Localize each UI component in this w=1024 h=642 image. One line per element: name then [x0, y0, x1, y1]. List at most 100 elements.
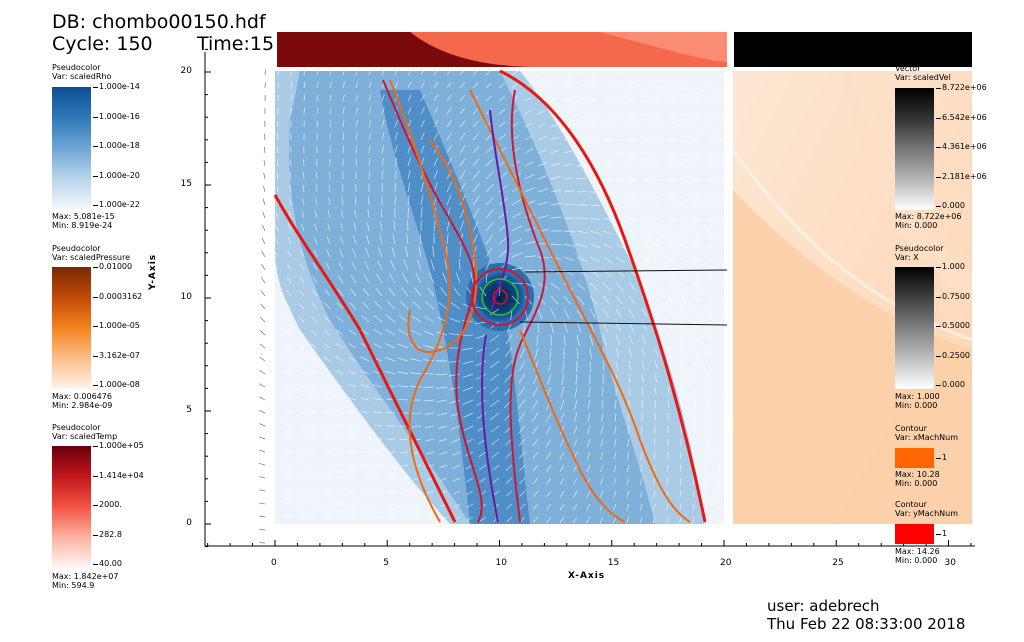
x-axis-label: X-Axis	[568, 571, 606, 581]
colorbar-tick-label: 1.000e+05	[93, 441, 144, 450]
colorbar-tick-label: 1.000e-20	[93, 170, 140, 180]
colorbar-tick-label: 0.0003162	[92, 291, 143, 301]
database-name: DB: chombo00150.hdf	[52, 11, 266, 33]
contour-swatch-ymachnum	[895, 524, 934, 544]
colorbar-x	[895, 267, 934, 389]
contour-lines	[273, 69, 728, 523]
legend-var: Var: xMachNum	[895, 433, 958, 442]
x-tick-label: 20	[720, 558, 732, 568]
ymachnum-contour-outer	[273, 194, 457, 523]
axes-frame	[204, 48, 975, 548]
legend-title: Pseudocolor	[52, 423, 101, 432]
colorbar-tick-label: 0.000	[936, 380, 965, 389]
core-ring-green	[481, 278, 519, 316]
colorbar-scaledtemp	[52, 446, 91, 568]
purple-contour-b	[481, 334, 499, 523]
density-domain	[275, 71, 724, 524]
contour-level-xmachnum: 1	[935, 453, 948, 462]
legend-min: Min: 8.919e-24	[52, 221, 113, 230]
x-axis-ticks	[207, 540, 972, 546]
x-tick-label: 10	[495, 558, 507, 568]
top-temperature-strip	[277, 32, 972, 67]
legend-min: Min: 0.000	[895, 221, 938, 230]
y-axis-label: Y-Axis	[148, 253, 158, 290]
legend-scaledvel-range: Max: 8.722e+06 Min: 0.000	[895, 212, 961, 230]
legend-min: Min: 0.000	[895, 479, 938, 488]
colorbar-tick-label: 40.00	[93, 559, 122, 568]
right-domain-pseudocolor	[733, 71, 972, 524]
user-label: user: adebrech	[767, 597, 880, 615]
legend-scaledpressure-range: Max: 0.006476 Min: 2.984e-09	[52, 392, 112, 410]
legend-title: Contour	[895, 500, 927, 509]
colorbar-scaledrho	[52, 87, 91, 209]
colorbar-tick-label: 6.542e+06	[936, 112, 987, 122]
core-ring-inner	[492, 289, 508, 305]
time-label: Time:15	[197, 33, 275, 55]
colorbar-tick-label: 3.162e-07	[93, 350, 140, 360]
contour-swatch-xmachnum	[895, 448, 934, 468]
legend-max: Max: 5.081e-15	[52, 212, 115, 221]
colorbar-tick-label: 8.722e+06	[936, 83, 987, 92]
xmachnum-contour-d	[519, 329, 626, 523]
y-tick-label: 5	[186, 405, 192, 415]
legend-var: Var: scaledVel	[895, 73, 951, 82]
date-label: Thu Feb 22 08:33:00 2018	[767, 615, 966, 633]
xmachnum-contour-b	[389, 79, 451, 523]
legend-scaledtemp: Pseudocolor Var: scaledTemp	[52, 423, 117, 441]
colorbar-tick-label: 0.7500	[936, 291, 970, 301]
legend-var: Var: yMachNum	[895, 509, 958, 518]
x-tick-label: 5	[383, 558, 389, 568]
legend-ymachnum-range: Max: 14.26 Min: 0.000	[895, 547, 940, 565]
x-tick-label: 30	[944, 558, 956, 568]
ymachnum-contour-boundary	[499, 69, 707, 523]
legend-scaledvel: Vector Var: scaledVel	[895, 64, 951, 82]
colorbar-tick-label: 1.000e-14	[93, 82, 140, 91]
legend-ymachnum: Contour Var: yMachNum	[895, 500, 958, 518]
y-axis-ticks	[205, 48, 211, 548]
colorbar-scaledvel	[895, 88, 934, 210]
legend-min: Min: 2.984e-09	[52, 401, 113, 410]
colorbar-tick-label: 2000.	[93, 500, 122, 509]
legend-scaledpressure: Pseudocolor Var: scaledPressure	[52, 244, 130, 262]
legend-max: Max: 1.842e+07	[52, 572, 119, 581]
legend-max: Max: 8.722e+06	[895, 212, 962, 221]
legend-x-range: Max: 1.000 Min: 0.000	[895, 392, 940, 410]
y-tick-label: 15	[180, 179, 192, 189]
legend-max: Max: 10.28	[895, 470, 940, 479]
cycle-label: Cycle: 150	[52, 33, 153, 55]
x-tick-label: 15	[607, 558, 620, 568]
colorbar-tick-label: 4.361e+06	[936, 142, 987, 151]
colorbar-tick-label: 1.000e-16	[93, 111, 140, 121]
colorbar-tick-label: 1.000e-05	[93, 321, 140, 330]
shock-line-upper	[524, 269, 728, 273]
legend-min: Min: 0.000	[895, 401, 938, 410]
colorbar-tick-label: 2.181e+06	[936, 171, 987, 181]
legend-var: Var: scaledPressure	[52, 253, 130, 262]
legend-var: Var: scaledTemp	[52, 432, 118, 441]
legend-var: Var: X	[895, 253, 919, 262]
colorbar-tick-label: 1.000e-08	[93, 380, 140, 389]
legend-title: Pseudocolor	[895, 244, 944, 253]
legend-xmachnum-range: Max: 10.28 Min: 0.000	[895, 470, 940, 488]
core-ring-red	[471, 268, 529, 326]
legend-max: Max: 14.26	[895, 547, 940, 556]
y-tick-label: 20	[180, 66, 192, 76]
colorbar-tick-label: 1.414e+04	[93, 470, 144, 480]
legend-scaledrho-range: Max: 5.081e-15 Min: 8.919e-24	[52, 212, 115, 230]
colorbar-tick-label: 1.000	[936, 262, 965, 271]
y-tick-label: 10	[180, 292, 192, 302]
legend-xmachnum: Contour Var: xMachNum	[895, 424, 958, 442]
colorbar-tick-label: 1.000e-22	[93, 200, 140, 209]
legend-title: Pseudocolor	[52, 63, 101, 72]
colorbar-tick-label: 282.8	[93, 529, 122, 539]
legend-var: Var: scaledRho	[52, 72, 112, 81]
ymachnum-contour-right	[509, 89, 546, 523]
colorbar-tick-label: 0.01000	[92, 262, 133, 271]
legend-x: Pseudocolor Var: X	[895, 244, 944, 262]
x-tick-label: 25	[832, 558, 844, 568]
colorbar-tick-label: 0.5000	[936, 321, 970, 330]
legend-title: Contour	[895, 424, 927, 433]
legend-min: Min: 594.9	[52, 581, 95, 590]
x-tick-label: 0	[271, 558, 277, 568]
